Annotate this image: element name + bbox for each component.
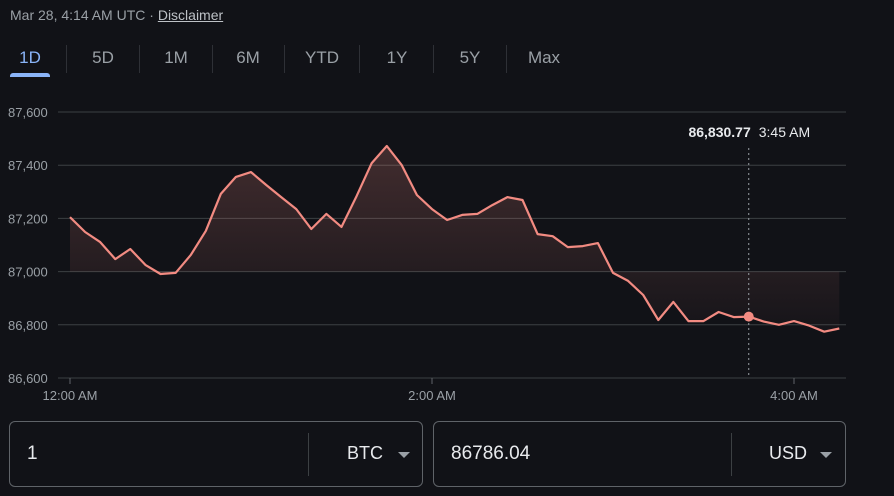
timestamp-header: Mar 28, 4:14 AM UTC · Disclaimer xyxy=(10,7,223,23)
divider xyxy=(139,45,140,73)
y-tick-label: 86,800 xyxy=(8,318,48,333)
tab-6m[interactable]: 6M xyxy=(236,48,260,67)
active-tab-indicator xyxy=(10,73,50,77)
divider xyxy=(731,433,732,476)
dropdown-caret-icon[interactable] xyxy=(820,452,832,458)
from-currency-select[interactable]: BTC xyxy=(347,443,383,463)
tab-1y[interactable]: 1Y xyxy=(386,48,408,67)
dropdown-caret-icon[interactable] xyxy=(398,452,410,458)
hover-point xyxy=(743,311,754,322)
to-amount-box: 86786.04 USD xyxy=(433,421,846,487)
tab-1m[interactable]: 1M xyxy=(164,48,188,67)
divider xyxy=(308,433,309,476)
to-currency-select[interactable]: USD xyxy=(769,443,808,463)
from-amount-input[interactable]: 1 xyxy=(27,443,38,464)
disclaimer-link[interactable]: Disclaimer xyxy=(157,7,224,23)
tooltip-time: 3:45 AM xyxy=(759,124,810,140)
y-tick-label: 86,600 xyxy=(8,371,48,386)
y-tick-label: 87,600 xyxy=(8,105,48,120)
tab-ytd[interactable]: YTD xyxy=(305,48,339,67)
tab-5y[interactable]: 5Y xyxy=(459,48,481,67)
to-amount-input[interactable]: 86786.04 xyxy=(451,443,531,464)
divider xyxy=(66,45,67,73)
divider xyxy=(212,45,213,73)
tab-1d[interactable]: 1D xyxy=(19,48,41,67)
divider xyxy=(506,45,507,73)
tab-5d[interactable]: 5D xyxy=(92,48,114,67)
x-tick-label: 4:00 AM xyxy=(770,388,818,403)
timestamp: Mar 28, 4:14 AM UTC · xyxy=(10,7,154,23)
price-area xyxy=(70,146,840,332)
tab-max[interactable]: Max xyxy=(527,48,561,67)
y-tick-label: 87,000 xyxy=(8,265,48,280)
divider xyxy=(359,45,360,73)
y-tick-label: 87,400 xyxy=(8,158,48,173)
y-tick-label: 87,200 xyxy=(8,211,48,226)
price-chart[interactable]: 87,600 87,400 87,200 87,000 86,800 86,600 12:… xyxy=(0,0,894,410)
divider xyxy=(433,45,434,73)
x-tick-label: 2:00 AM xyxy=(408,388,456,403)
from-amount-box: 1 BTC xyxy=(9,421,423,487)
tooltip-value: 86,830.77 xyxy=(688,124,750,140)
divider xyxy=(284,45,285,73)
price-line xyxy=(69,144,840,333)
x-tick-label: 12:00 AM xyxy=(43,388,98,403)
